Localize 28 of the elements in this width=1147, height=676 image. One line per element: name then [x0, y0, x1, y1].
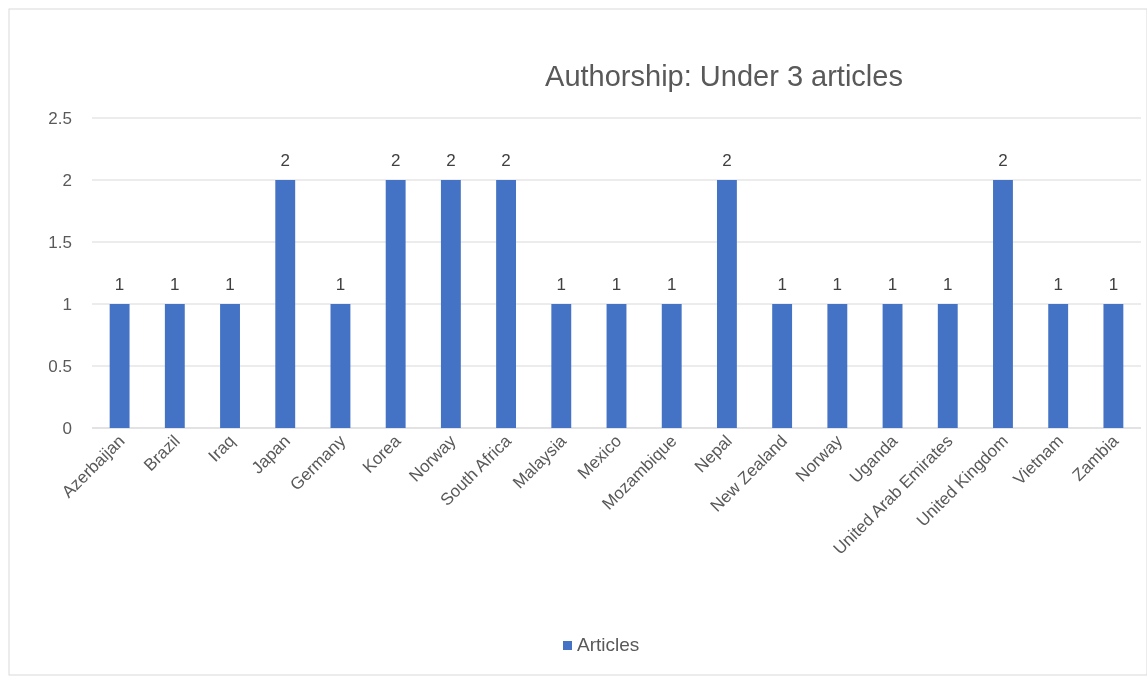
x-tick-label: Iraq — [204, 431, 239, 466]
data-label: 1 — [887, 275, 898, 294]
data-label: 1 — [556, 275, 567, 294]
data-label: 1 — [943, 275, 953, 294]
data-label: 1 — [666, 275, 677, 294]
data-label: 1 — [335, 275, 346, 294]
data-label: 1 — [777, 275, 787, 294]
legend-label: Articles — [577, 634, 640, 655]
data-label: 2 — [446, 151, 456, 170]
data-label: 2 — [390, 151, 401, 170]
chart-title: Authorship: Under 3 articles — [545, 60, 903, 92]
data-label: 1 — [1053, 275, 1063, 294]
data-label: 1 — [225, 275, 235, 294]
y-tick-label: 0.5 — [48, 357, 72, 376]
y-tick-label: 1.5 — [48, 233, 72, 252]
y-tick-label: 1 — [62, 295, 72, 314]
data-label: 1 — [611, 275, 622, 294]
data-label: 1 — [1108, 275, 1119, 294]
data-label: 2 — [501, 151, 511, 170]
data-label: 1 — [114, 275, 125, 294]
y-tick-label: 2.5 — [48, 109, 72, 128]
data-label: 1 — [170, 275, 180, 294]
data-label: 2 — [998, 151, 1008, 170]
data-label: 2 — [722, 151, 732, 170]
data-label: 2 — [280, 151, 290, 170]
y-tick-label: 2 — [62, 171, 72, 190]
data-label: 1 — [832, 275, 843, 294]
y-tick-label: 0 — [62, 419, 72, 438]
